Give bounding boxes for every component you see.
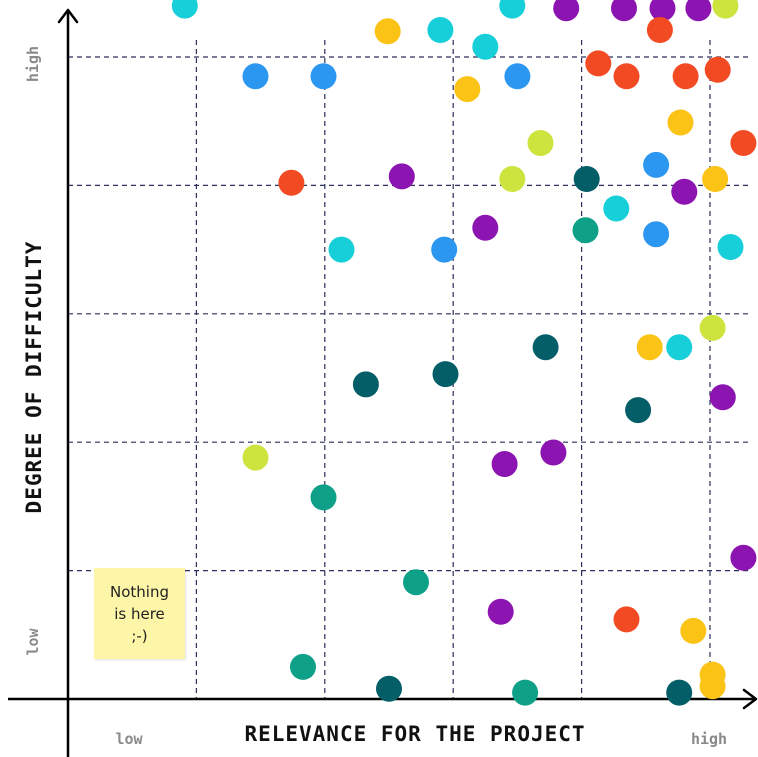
sticky-note-line: Nothing — [110, 582, 169, 601]
data-point — [388, 163, 415, 190]
data-point — [504, 63, 531, 90]
data-point — [685, 0, 712, 22]
data-point — [310, 63, 337, 90]
data-point — [487, 598, 514, 625]
data-point — [643, 221, 670, 248]
data-point — [431, 236, 458, 263]
y-axis-title: DEGREE OF DIFFICULTY — [22, 241, 46, 514]
y-axis-high-label: high — [24, 46, 42, 82]
data-point — [730, 544, 757, 571]
data-point — [290, 653, 316, 680]
data-point — [709, 384, 736, 411]
data-point — [427, 17, 454, 43]
data-point — [499, 166, 526, 192]
data-point — [613, 606, 640, 633]
data-point — [603, 195, 630, 222]
data-point — [702, 166, 729, 192]
data-points — [171, 0, 757, 706]
x-axis-low-label: low — [115, 730, 143, 748]
x-axis-title: RELEVANCE FOR THE PROJECT — [244, 722, 585, 746]
data-point — [667, 109, 694, 136]
data-point — [540, 439, 567, 466]
sticky-note-line: ;-) — [131, 626, 148, 645]
data-point — [491, 451, 518, 477]
data-point — [573, 166, 600, 192]
data-point — [646, 17, 673, 43]
data-point — [403, 569, 429, 596]
y-axis-low-label: low — [24, 627, 42, 655]
data-point — [672, 63, 699, 90]
data-point — [704, 56, 731, 83]
data-point — [352, 371, 379, 398]
x-axis-arrowhead — [742, 688, 758, 710]
data-point — [512, 679, 539, 706]
axes — [8, 8, 758, 757]
data-point — [242, 444, 269, 471]
x-axis-high-label: high — [691, 730, 727, 748]
data-point — [611, 0, 637, 22]
data-point — [242, 63, 269, 90]
data-point — [472, 33, 499, 60]
grid-lines — [68, 40, 750, 699]
data-point — [666, 334, 693, 361]
data-point — [454, 76, 481, 103]
sticky-note-line: is here — [114, 604, 165, 623]
data-point — [613, 63, 640, 90]
data-point — [730, 130, 757, 156]
data-point — [666, 679, 693, 706]
data-point — [527, 130, 554, 156]
data-point — [328, 236, 355, 263]
data-point — [532, 334, 559, 361]
data-point — [643, 151, 670, 178]
data-point — [472, 214, 499, 241]
data-point — [585, 50, 612, 77]
data-point — [636, 334, 663, 361]
sticky-note: Nothing is here ;-) — [94, 568, 185, 659]
data-point — [680, 617, 707, 644]
data-point — [374, 18, 401, 45]
data-point — [553, 0, 580, 22]
data-point — [376, 675, 402, 702]
y-axis-arrowhead — [57, 8, 79, 24]
data-point — [712, 0, 739, 19]
data-point — [625, 397, 652, 424]
data-point — [649, 0, 676, 22]
data-point — [572, 217, 599, 244]
data-point — [717, 234, 744, 260]
data-point — [671, 178, 698, 205]
data-point — [499, 0, 526, 19]
data-point — [171, 0, 198, 19]
data-point — [699, 314, 726, 341]
data-point — [278, 169, 305, 196]
data-point — [432, 361, 459, 388]
data-point — [310, 484, 337, 511]
data-point — [699, 673, 726, 700]
